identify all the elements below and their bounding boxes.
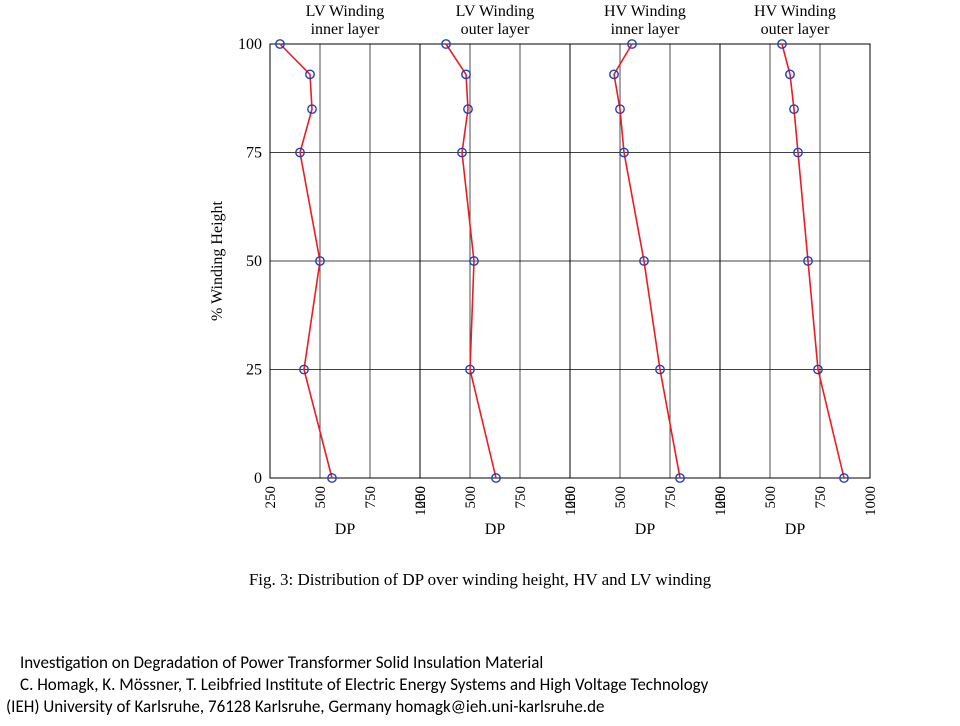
y-axis-label: % Winding Height xyxy=(209,200,226,320)
page-root: 02550751002505007501000DPLV Windinginner… xyxy=(0,0,960,726)
x-axis-label: DP xyxy=(485,521,506,538)
x-tick-label: 250 xyxy=(263,486,279,509)
figure-caption: Fig. 3: Distribution of DP over winding … xyxy=(0,570,960,590)
panel-title: LV Winding xyxy=(456,3,535,20)
footer-authors: C. Homagk, K. Mössner, T. Leibfried Inst… xyxy=(6,674,954,696)
y-tick-label: 0 xyxy=(254,470,262,487)
panel-title: inner layer xyxy=(311,21,381,38)
data-marker xyxy=(464,105,472,113)
data-marker xyxy=(492,474,500,482)
x-tick-label: 500 xyxy=(313,486,329,509)
panel-title: HV Winding xyxy=(754,3,836,20)
data-marker xyxy=(276,40,284,48)
chart-svg: 02550751002505007501000DPLV Windinginner… xyxy=(60,0,900,600)
x-tick-label: 750 xyxy=(363,486,379,509)
footer-block: Investigation on Degradation of Power Tr… xyxy=(0,652,960,718)
x-tick-label: 750 xyxy=(663,486,679,509)
panel-title: outer layer xyxy=(761,21,831,38)
x-axis-label: DP xyxy=(335,521,356,538)
x-tick-label: 500 xyxy=(463,486,479,509)
y-tick-label: 75 xyxy=(246,145,262,162)
data-marker xyxy=(814,365,822,373)
data-marker xyxy=(620,148,628,156)
data-marker xyxy=(840,474,848,482)
data-marker xyxy=(462,70,470,78)
data-marker xyxy=(610,70,618,78)
data-marker xyxy=(466,365,474,373)
data-marker xyxy=(790,105,798,113)
x-tick-label: 1000 xyxy=(863,486,879,516)
data-marker xyxy=(778,40,786,48)
y-tick-label: 100 xyxy=(238,36,262,53)
footer-affiliation: (IEH) University of Karlsruhe, 76128 Kar… xyxy=(6,696,954,718)
panel-title: inner layer xyxy=(611,21,681,38)
data-marker xyxy=(656,365,664,373)
y-tick-label: 25 xyxy=(246,362,262,379)
data-marker xyxy=(306,70,314,78)
data-marker xyxy=(300,365,308,373)
data-marker xyxy=(470,257,478,265)
x-axis-label: DP xyxy=(785,521,806,538)
x-tick-label: 250 xyxy=(563,486,579,509)
data-marker xyxy=(640,257,648,265)
data-marker xyxy=(676,474,684,482)
data-marker xyxy=(328,474,336,482)
panel-title: outer layer xyxy=(461,21,531,38)
x-tick-label: 500 xyxy=(613,486,629,509)
x-tick-label: 750 xyxy=(813,486,829,509)
x-tick-label: 500 xyxy=(763,486,779,509)
data-marker xyxy=(616,105,624,113)
y-tick-label: 50 xyxy=(246,253,262,270)
data-marker xyxy=(804,257,812,265)
x-tick-label: 750 xyxy=(513,486,529,509)
data-marker xyxy=(308,105,316,113)
data-marker xyxy=(316,257,324,265)
panel-title: LV Winding xyxy=(306,3,385,20)
chart-area: 02550751002505007501000DPLV Windinginner… xyxy=(60,0,900,600)
x-tick-label: 250 xyxy=(413,486,429,509)
x-axis-label: DP xyxy=(635,521,656,538)
data-marker xyxy=(786,70,794,78)
data-marker xyxy=(296,148,304,156)
data-marker xyxy=(442,40,450,48)
data-marker xyxy=(628,40,636,48)
panel-title: HV Winding xyxy=(604,3,686,20)
data-marker xyxy=(794,148,802,156)
footer-title: Investigation on Degradation of Power Tr… xyxy=(6,652,954,674)
x-tick-label: 250 xyxy=(713,486,729,509)
data-marker xyxy=(458,148,466,156)
